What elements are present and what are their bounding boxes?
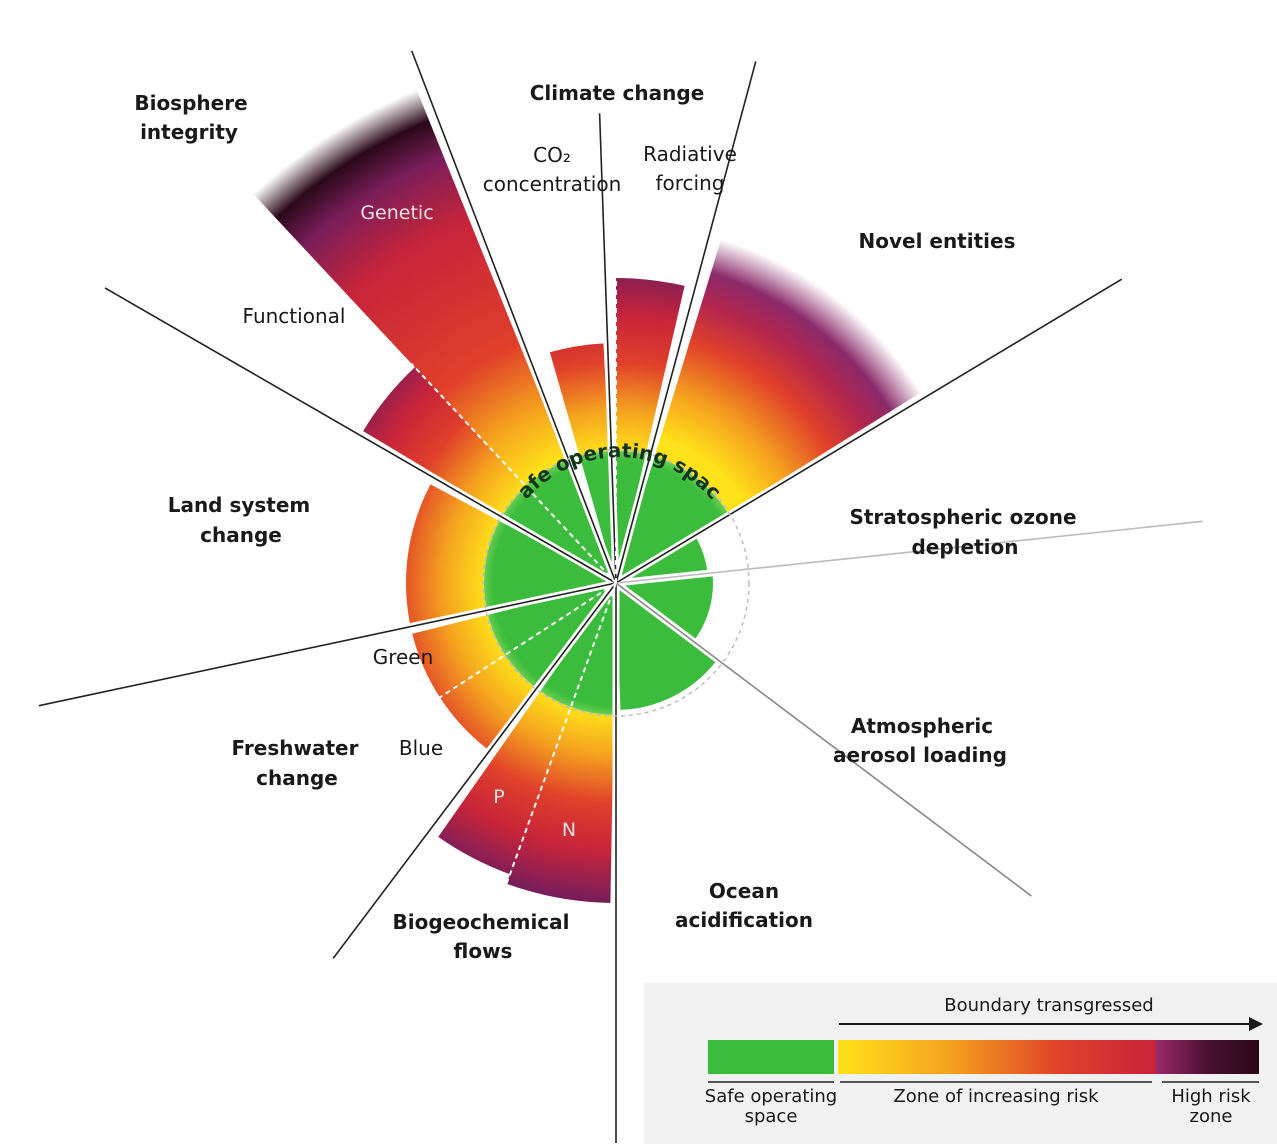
green-water-wedge — [412, 614, 506, 698]
genetic-diversity-wedge-safe — [525, 460, 616, 583]
freshwater-label-1: Freshwater — [232, 736, 359, 760]
novel-entities-wedge-safe — [616, 456, 728, 583]
phosphorus-wedge — [438, 691, 571, 875]
legend-high-label: High risk zone — [1171, 1086, 1251, 1127]
divider-line-7 — [38, 582, 617, 707]
aerosol-wedge — [616, 576, 713, 639]
ocean-acidification-wedge — [616, 583, 717, 710]
divider-line-0 — [598, 113, 617, 584]
divider-line-6 — [332, 582, 617, 959]
biogeochemical-label-2: flows — [454, 939, 513, 963]
blue-water-label: Blue — [399, 736, 443, 760]
co2-label-1: CO₂ — [533, 143, 571, 167]
legend-title: Boundary transgressed — [944, 995, 1154, 1016]
radiative-forcing-label-2: forcing — [656, 171, 725, 195]
land-system-label-1: Land system — [168, 493, 311, 517]
aerosol-label-2: aerosol loading — [833, 743, 1007, 767]
ocean-label-2: acidification — [675, 908, 813, 932]
functional-integrity-wedge — [363, 367, 526, 516]
legend-high-bracket — [1162, 1081, 1259, 1083]
novel-entities-label: Novel entities — [858, 229, 1015, 253]
biosphere-label-2: integrity — [140, 120, 238, 144]
nitrogen-label: N — [562, 819, 576, 841]
climate-change-label: Climate change — [530, 81, 705, 105]
co2-label-2: concentration — [483, 172, 622, 196]
biosphere-label-1: Biosphere — [134, 91, 247, 115]
nitrogen-wedge — [506, 707, 614, 903]
boundary-wedges — [247, 82, 939, 903]
legend-risk-bracket — [840, 1081, 1152, 1083]
legend-risk-label: Zone of increasing risk — [893, 1086, 1099, 1107]
biogeochemical-label-1: Biogeochemical — [392, 910, 569, 934]
blue-water-wedge-safe — [505, 583, 616, 688]
ozone-label-2: depletion — [911, 535, 1018, 559]
functional-integrity-wedge-safe — [502, 486, 616, 583]
ozone-label-1: Stratospheric ozone — [849, 505, 1076, 529]
sub-divider-3 — [410, 362, 617, 584]
land-system-wedge — [406, 484, 500, 624]
safe-boundary-circle — [482, 449, 750, 717]
legend-safe-bracket — [708, 1081, 834, 1083]
legend-risk-bar — [838, 1040, 1156, 1074]
divider-line-3 — [615, 520, 1203, 584]
radiative-forcing-wedge — [616, 278, 685, 455]
genetic-label: Genetic — [360, 202, 433, 224]
aerosol-label-1: Atmospheric — [851, 714, 993, 738]
genetic-diversity-wedge — [247, 82, 567, 487]
radiative-forcing-label-1: Radiative — [643, 142, 737, 166]
legend: Boundary transgressed Safe operating spac… — [644, 983, 1277, 1144]
divider-line-4 — [615, 582, 1032, 897]
wedge-dividers — [38, 49, 1204, 1143]
co2-wedge — [549, 343, 610, 457]
nitrogen-wedge-safe — [570, 583, 616, 715]
functional-label: Functional — [243, 304, 346, 328]
legend-high-risk-bar — [1156, 1040, 1259, 1074]
land-system-label-2: change — [200, 523, 282, 547]
legend-arrow — [839, 1023, 1249, 1025]
blue-water-wedge — [439, 654, 535, 749]
divider-line-1 — [615, 61, 757, 584]
phosphorus-wedge-safe — [540, 583, 616, 708]
land-system-wedge-safe — [484, 521, 616, 609]
divider-line-8 — [104, 287, 617, 584]
divider-line-9 — [410, 50, 617, 584]
ocean-label-1: Ocean — [709, 879, 779, 903]
legend-safe-bar — [708, 1040, 834, 1074]
green-water-wedge-safe — [487, 583, 616, 655]
legend-arrowhead-icon — [1249, 1017, 1263, 1031]
green-water-label: Green — [373, 645, 434, 669]
phosphorus-label: P — [493, 786, 504, 808]
divider-line-2 — [615, 278, 1123, 584]
sub-divider-2 — [439, 582, 617, 699]
novel-entities-wedge — [654, 219, 939, 514]
legend-safe-label: Safe operating space — [704, 1086, 838, 1127]
freshwater-label-2: change — [256, 766, 338, 790]
